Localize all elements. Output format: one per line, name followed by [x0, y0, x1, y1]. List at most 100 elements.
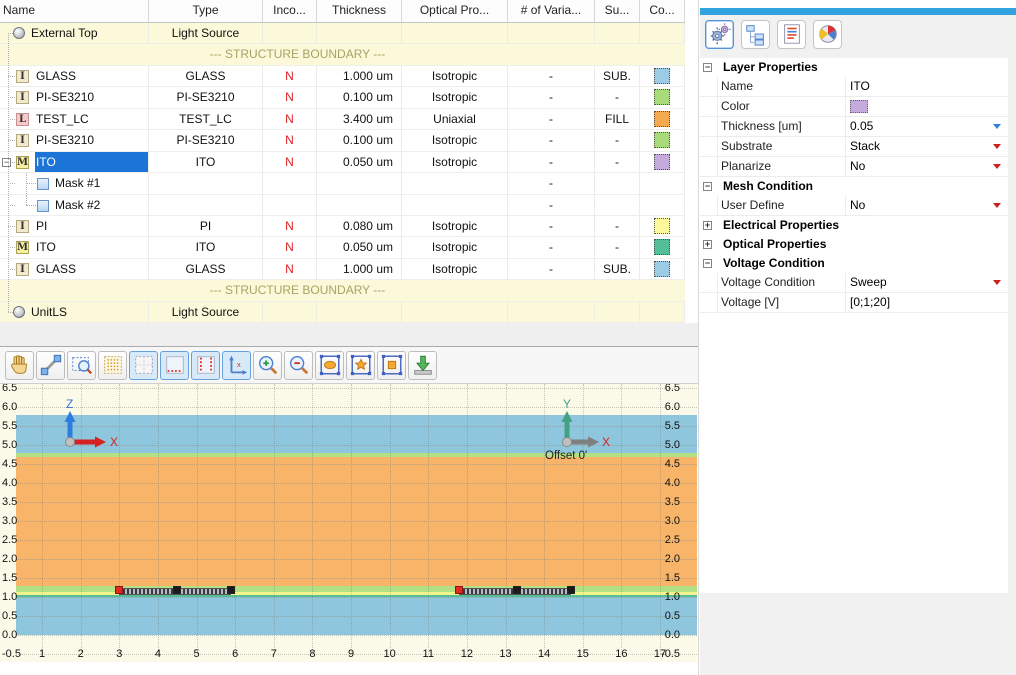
- layer-color-swatch[interactable]: [654, 217, 670, 234]
- property-value[interactable]: Stack: [850, 139, 881, 153]
- column-header-5[interactable]: # of Varia...: [508, 0, 595, 22]
- toolbar-button-zoom-region[interactable]: [67, 351, 96, 380]
- cross-section-chart[interactable]: 6.5 6.5 6.0 6.0 5.5 5.5 5.0 5.0 4.5 4.5 4.0 4.0 3.5 3…: [0, 384, 697, 662]
- dropdown-arrow-icon[interactable]: [993, 164, 1001, 169]
- property-value[interactable]: No: [850, 159, 866, 173]
- toolbar-button-show-side-boundary[interactable]: [191, 351, 220, 380]
- toolbar-button-show-axis[interactable]: x: [222, 351, 251, 380]
- column-header-3[interactable]: Thickness: [317, 0, 402, 22]
- property-value[interactable]: 0.05: [850, 119, 874, 133]
- dropdown-arrow-icon[interactable]: [993, 203, 1001, 208]
- section-title: Optical Properties: [723, 237, 827, 251]
- x-gridline: [119, 384, 121, 654]
- dropdown-arrow-icon[interactable]: [993, 144, 1001, 149]
- table-row[interactable]: External Top Light Source: [0, 23, 685, 45]
- layer-color-swatch[interactable]: [654, 67, 670, 84]
- panel-button-display-view[interactable]: [813, 20, 842, 49]
- column-header-7[interactable]: Co...: [640, 0, 685, 22]
- property-value[interactable]: Sweep: [850, 275, 887, 289]
- x-tick-label: 8: [309, 648, 316, 660]
- tree-child-stub: [26, 204, 36, 206]
- toolbar-button-zoom-in[interactable]: [253, 351, 282, 380]
- axis-triad-yx: Y X Offset 0': [537, 392, 647, 467]
- panel-button-layer-properties-view[interactable]: [705, 20, 734, 49]
- toolbar-button-fit-width[interactable]: [315, 351, 344, 380]
- table-row[interactable]: I PI-SE3210 PI-SE3210 N 0.100 um Isotropic - -: [0, 130, 685, 152]
- light-source-icon: [13, 305, 25, 318]
- table-row[interactable]: M ITO ITO N 0.050 um Isotropic - -: [0, 237, 685, 259]
- y-tick-label-left: 3.5: [2, 496, 18, 508]
- dropdown-arrow-icon[interactable]: [993, 124, 1001, 129]
- property-color-swatch[interactable]: [850, 100, 868, 113]
- section-header-mesh-condition[interactable]: − Mesh Condition: [700, 177, 1008, 196]
- dropdown-arrow-icon[interactable]: [993, 280, 1001, 285]
- table-row[interactable]: I PI-SE3210 PI-SE3210 N 0.100 um Isotropic - -: [0, 87, 685, 109]
- section-header-voltage-condition[interactable]: − Voltage Condition: [700, 254, 1008, 273]
- toolbar-button-zoom-out[interactable]: [284, 351, 313, 380]
- table-row[interactable]: UnitLS Light Source: [0, 301, 685, 324]
- table-row[interactable]: L TEST_LC TEST_LC N 3.400 um Uniaxial - FILL: [0, 108, 685, 131]
- x-tick-label: 14: [538, 648, 551, 660]
- mask-handle[interactable]: [227, 586, 236, 594]
- layer-color-swatch[interactable]: [654, 132, 670, 149]
- table-row[interactable]: I GLASS GLASS N 1.000 um Isotropic - SUB.: [0, 258, 685, 281]
- name-cell: I PI-SE3210: [0, 130, 149, 151]
- table-row[interactable]: I GLASS GLASS N 1.000 um Isotropic - SUB.: [0, 65, 685, 88]
- section-expander-icon[interactable]: +: [703, 220, 712, 230]
- toolbar-button-export[interactable]: [408, 351, 437, 380]
- toolbar-button-mesh[interactable]: [98, 351, 127, 380]
- property-value[interactable]: [0;1;20]: [850, 295, 891, 309]
- column-header-1[interactable]: Type: [149, 0, 263, 22]
- section-header-electrical-properties[interactable]: + Electrical Properties: [700, 216, 1008, 235]
- table-row[interactable]: Mask #1 -: [0, 173, 685, 195]
- column-header-0[interactable]: Name: [0, 0, 149, 22]
- column-header-2[interactable]: Inco...: [263, 0, 317, 22]
- toolbar-button-fit-selection[interactable]: [377, 351, 406, 380]
- property-value[interactable]: No: [850, 198, 866, 212]
- layer-color-swatch[interactable]: [654, 110, 670, 127]
- layer-color-swatch[interactable]: [654, 153, 670, 170]
- cell-optical: [402, 301, 508, 323]
- cell-type: Light Source: [149, 23, 263, 44]
- mask-handle[interactable]: [567, 586, 576, 594]
- table-row[interactable]: I PI PI N 0.080 um Isotropic - -: [0, 215, 685, 238]
- toolbar-button-pan[interactable]: [5, 351, 34, 380]
- toolbar-button-fit-all[interactable]: [346, 351, 375, 380]
- cell-type: PI-SE3210: [149, 130, 263, 151]
- column-separator: [845, 137, 846, 156]
- toolbar-button-show-grid[interactable]: [129, 351, 158, 380]
- table-row[interactable]: − M ITO ITO N 0.050 um Isotropic - -: [0, 151, 685, 174]
- tree-stub: [8, 311, 15, 313]
- section-expander-icon[interactable]: −: [703, 62, 712, 72]
- mask-handle[interactable]: [455, 586, 464, 594]
- mask-handle[interactable]: [115, 586, 124, 594]
- section-header-optical-properties[interactable]: + Optical Properties: [700, 235, 1008, 254]
- cell-thickness: 0.100 um: [317, 130, 402, 151]
- section-header-layer-properties[interactable]: − Layer Properties: [700, 58, 1008, 77]
- cell-thickness: [317, 301, 402, 323]
- property-value[interactable]: ITO: [850, 79, 870, 93]
- cell-substrate: [595, 23, 640, 44]
- table-row[interactable]: Mask #2 -: [0, 194, 685, 216]
- column-header-6[interactable]: Su...: [595, 0, 640, 22]
- mask-handle[interactable]: [513, 586, 522, 594]
- panel-button-report-view[interactable]: [777, 20, 806, 49]
- fit-all-icon: [350, 354, 371, 376]
- cell-substrate: [595, 194, 640, 215]
- pane-splitter: [0, 323, 698, 346]
- column-header-4[interactable]: Optical Pro...: [402, 0, 508, 22]
- layer-color-swatch[interactable]: [654, 239, 670, 256]
- layer-color-swatch[interactable]: [654, 260, 670, 277]
- section-expander-icon[interactable]: −: [703, 181, 712, 191]
- structure-boundary-row[interactable]: --- STRUCTURE BOUNDARY ---: [0, 280, 685, 302]
- structure-boundary-row[interactable]: --- STRUCTURE BOUNDARY ---: [0, 44, 685, 66]
- toolbar-button-show-bottom-boundary[interactable]: [160, 351, 189, 380]
- mask-handle[interactable]: [173, 586, 182, 594]
- panel-button-structure-tree-view[interactable]: [741, 20, 770, 49]
- section-expander-icon[interactable]: +: [703, 239, 712, 249]
- y-tick-label-right: 5.0: [664, 439, 680, 451]
- expander-icon[interactable]: −: [2, 156, 11, 167]
- layer-color-swatch[interactable]: [654, 89, 670, 106]
- toolbar-button-measure[interactable]: [36, 351, 65, 380]
- section-expander-icon[interactable]: −: [703, 258, 712, 268]
